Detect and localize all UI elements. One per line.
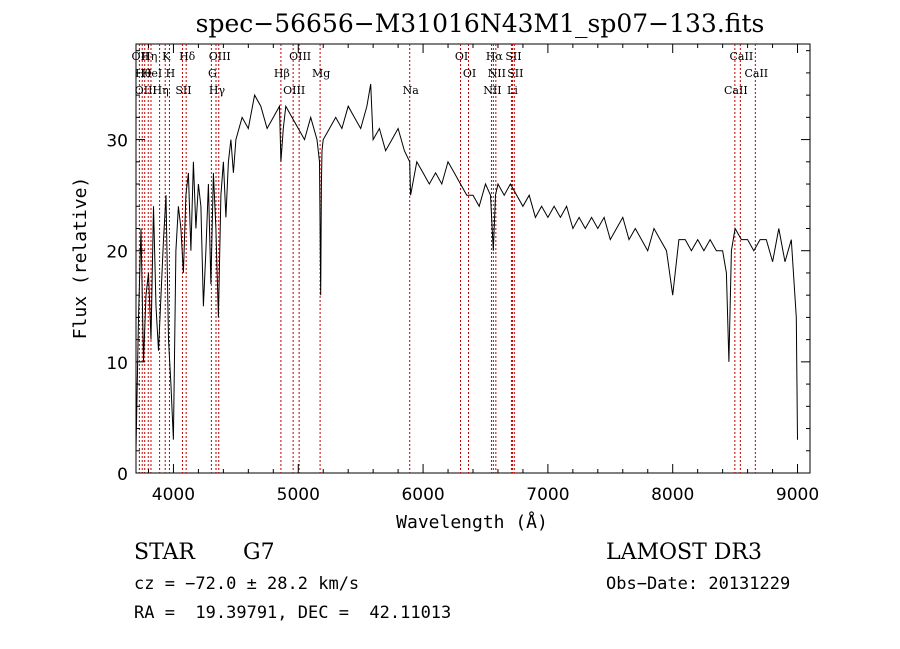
redshift-cz: cz = −72.0 ± 28.2 km/s xyxy=(134,574,360,594)
line-label: Mg xyxy=(312,67,330,80)
x-tick-label: 6000 xyxy=(401,485,444,505)
line-label: H xyxy=(166,67,176,80)
line-label: Hη xyxy=(141,50,157,63)
chart-title: spec−56656−M31016N43M1_sp07−133.fits xyxy=(196,9,765,38)
flux-series-line xyxy=(135,83,798,451)
spectral-line-markers xyxy=(138,44,756,473)
x-tick-label: 7000 xyxy=(526,485,569,505)
line-label: OI xyxy=(455,50,468,63)
y-tick-label: 0 xyxy=(117,465,128,485)
line-label: OI xyxy=(463,67,476,80)
x-axis-label: Wavelength (Å) xyxy=(396,511,548,533)
line-label: Hα xyxy=(486,50,504,63)
line-label: NII xyxy=(483,84,501,97)
line-label: SII xyxy=(505,50,521,63)
x-tick-label: 4000 xyxy=(152,485,195,505)
line-label: OIII xyxy=(289,50,311,63)
line-label: SII xyxy=(507,67,523,80)
line-label: Na xyxy=(403,84,420,97)
ra-dec-coordinates: RA = 19.39791, DEC = 42.11013 xyxy=(134,603,452,623)
x-tick-label: 5000 xyxy=(277,485,320,505)
object-subclass: G7 xyxy=(243,540,275,565)
line-label: K xyxy=(162,50,171,63)
line-label: CaII xyxy=(730,50,754,63)
line-label: CaII xyxy=(724,84,748,97)
line-label: OII xyxy=(132,50,150,63)
line-label: Li xyxy=(507,84,518,97)
x-tick-label: 8000 xyxy=(651,485,694,505)
y-tick-label: 30 xyxy=(106,132,128,152)
line-label: Hθ xyxy=(135,67,152,80)
line-label: NII xyxy=(488,67,506,80)
spectral-line-labels: OIIHθOIIIHηHeIHηKHSIIHδGHγOIIIHβOIIIOIII… xyxy=(132,50,769,97)
line-label: HeI xyxy=(142,67,162,80)
line-label: Hβ xyxy=(274,67,290,80)
line-label: G xyxy=(208,67,217,80)
line-label: OIII xyxy=(135,84,157,97)
y-tick-label: 10 xyxy=(106,354,128,374)
line-label: Hγ xyxy=(209,84,226,97)
object-class: STAR xyxy=(134,540,195,565)
y-axis-ticks: 0 10 20 30 xyxy=(106,50,810,485)
x-axis-ticks: 4000 5000 6000 7000 8000 9000 xyxy=(147,44,819,505)
survey-name: LAMOST DR3 xyxy=(606,540,762,565)
line-label: OIII xyxy=(209,50,231,63)
line-label: SII xyxy=(175,84,191,97)
line-label: CaII xyxy=(744,67,768,80)
line-label: OIII xyxy=(283,84,305,97)
observation-date: Obs−Date: 20131229 xyxy=(606,574,791,594)
line-label: Hη xyxy=(152,84,168,97)
plot-frame xyxy=(135,43,811,474)
line-label: Hδ xyxy=(179,50,196,63)
x-tick-label: 9000 xyxy=(776,485,819,505)
y-axis-label: Flux (relative) xyxy=(70,177,91,340)
y-tick-label: 20 xyxy=(106,243,128,263)
